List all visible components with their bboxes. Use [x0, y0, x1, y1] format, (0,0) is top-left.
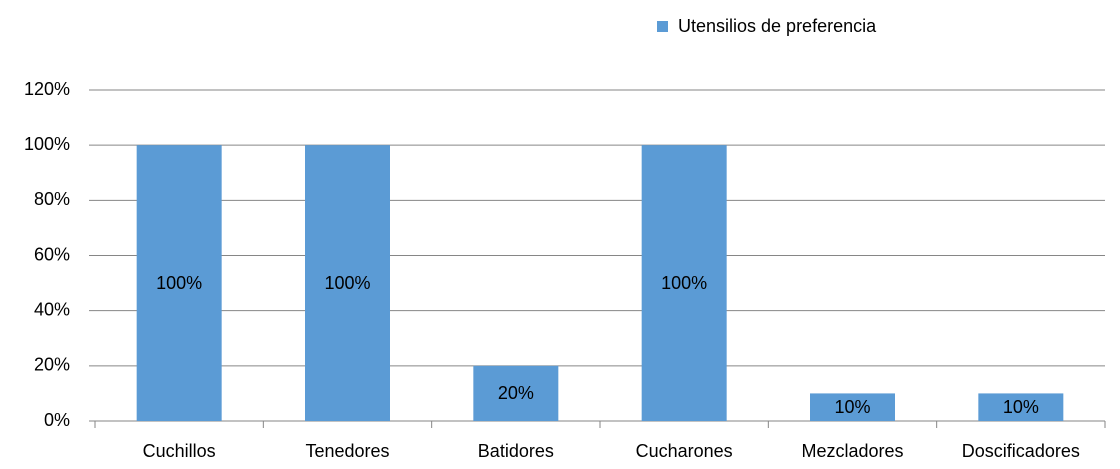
x-tick-label: Tenedores: [305, 441, 389, 461]
y-tick-label: 60%: [34, 244, 70, 264]
x-tick-label: Cuchillos: [143, 441, 216, 461]
x-tick-label: Cucharones: [636, 441, 733, 461]
x-tick-label: Mezcladores: [801, 441, 903, 461]
bar: [473, 365, 559, 421]
x-tick-label: Batidores: [478, 441, 554, 461]
y-tick-label: 20%: [34, 355, 70, 375]
data-label: 100%: [661, 273, 707, 293]
data-label: 20%: [498, 383, 534, 403]
bar: [136, 145, 222, 421]
bar: [641, 145, 727, 421]
data-label: 10%: [834, 397, 870, 417]
legend-label: Utensilios de preferencia: [678, 16, 877, 36]
y-tick-label: 80%: [34, 189, 70, 209]
bar: [978, 393, 1064, 421]
x-tick-label: Doscificadores: [962, 441, 1080, 461]
y-tick-label: 100%: [24, 134, 70, 154]
legend-marker: [657, 21, 668, 32]
y-tick-label: 0%: [44, 410, 70, 430]
bar: [810, 393, 895, 421]
y-tick-label: 120%: [24, 79, 70, 99]
data-label: 100%: [324, 273, 370, 293]
bar: [305, 145, 390, 421]
data-label: 10%: [1003, 397, 1039, 417]
data-label: 100%: [156, 273, 202, 293]
y-tick-label: 40%: [34, 299, 70, 319]
